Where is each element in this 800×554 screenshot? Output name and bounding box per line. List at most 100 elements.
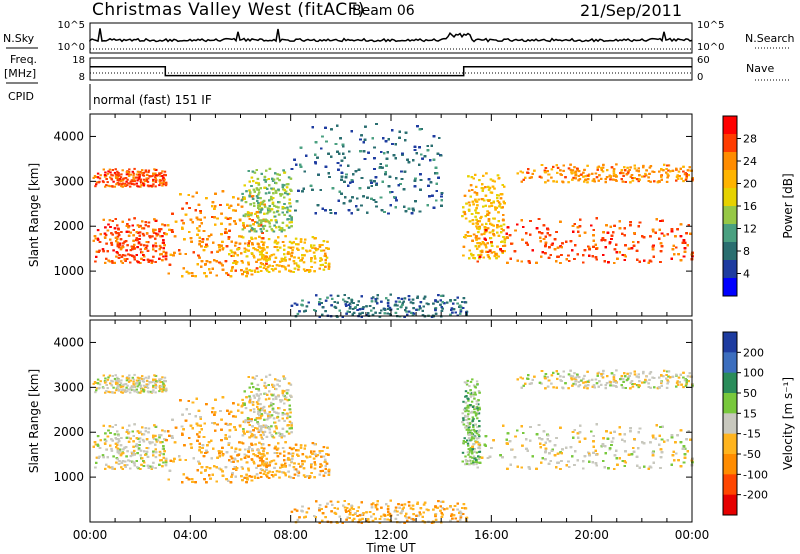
velocity-region: [228, 441, 331, 479]
velocity-colorbar-label: -200: [743, 489, 768, 502]
cpid-label: CPID: [8, 90, 34, 103]
power-colorbar-title: Power [dB]: [781, 173, 795, 238]
power-colorbar-segment: [723, 260, 737, 279]
power-colorbar-segment: [723, 152, 737, 171]
power-colorbar-segment: [723, 170, 737, 189]
velocity-colorbar-label: -100: [743, 468, 768, 481]
nsky-frame: [89, 22, 693, 54]
power-frame: [89, 113, 693, 317]
velocity-colorbar-label: 200: [743, 346, 764, 359]
velocity-colorbar-frame: [722, 331, 738, 516]
power-colorbar-segment: [723, 188, 737, 207]
velocity-colorbar-segment: [723, 332, 737, 353]
power-colorbar-segment: [723, 242, 737, 261]
velocity-colorbar-segment: [723, 494, 737, 516]
nave-tick-bottom: 0: [697, 72, 703, 83]
xtick-label: 04:00: [173, 528, 208, 542]
power-region: [228, 235, 331, 273]
xtick-label: 00:00: [675, 528, 710, 542]
power-colorbar-label: 24: [743, 155, 757, 168]
power-colorbar-label: 12: [743, 223, 757, 236]
power-region: [471, 217, 694, 264]
power-ytick-label: 1000: [53, 264, 84, 278]
xtick-label: 00:00: [73, 528, 108, 542]
velocity-colorbar-segment: [723, 433, 737, 455]
xtick-label: 20:00: [574, 528, 609, 542]
power-colorbar-segment: [723, 206, 737, 225]
power-region: [92, 217, 168, 264]
beam-label: Beam 06: [352, 3, 415, 19]
velocity-region: [290, 499, 469, 524]
freq-unit: [MHz]: [4, 67, 36, 80]
power-ytick-label: 2000: [53, 219, 84, 233]
power-colorbar-label: 8: [743, 245, 750, 258]
power-region: [165, 190, 268, 278]
power-colorbar-segment: [723, 134, 737, 153]
velocity-ytick-label: 3000: [53, 380, 84, 394]
date-label: 21/Sep/2011: [580, 1, 683, 20]
velocity-colorbar-label: 15: [743, 407, 757, 420]
power-region: [92, 167, 168, 188]
nsky-tick-top: 10^5: [58, 20, 85, 31]
velocity-region: [461, 378, 482, 466]
power-colorbar-label: 4: [743, 268, 750, 281]
xtick-label: 08:00: [273, 528, 308, 542]
power-colorbar-segment: [723, 116, 737, 135]
nsky-tick-bottom: 10^0: [58, 42, 85, 53]
velocity-ytick-label: 2000: [53, 425, 84, 439]
power-colorbar-segment: [723, 224, 737, 243]
power-ylabel: Slant Range [km]: [27, 163, 41, 267]
velocity-colorbar-label: 100: [743, 367, 764, 380]
nsearch-tick-top: 10^5: [697, 20, 724, 31]
xtick-label: 12:00: [374, 528, 409, 542]
freq-label: Freq.: [10, 53, 37, 66]
velocity-region: [240, 373, 293, 439]
velocity-panel: [89, 319, 741, 524]
velocity-colorbar-segment: [723, 393, 737, 414]
cpid-value: normal (fast) 151 IF: [93, 93, 212, 107]
power-colorbar-label: 16: [743, 200, 757, 213]
velocity-colorbar-label: -50: [743, 448, 761, 461]
velocity-frame: [89, 319, 693, 523]
velocity-region: [471, 423, 694, 470]
velocity-colorbar-label: 50: [743, 387, 757, 400]
velocity-region: [92, 423, 168, 470]
power-region: [240, 167, 293, 233]
power-panel: [89, 113, 741, 318]
power-region: [461, 172, 507, 260]
power-colorbar-label: 28: [743, 133, 757, 146]
power-region: [290, 123, 444, 215]
freq-tick-top: 18: [72, 55, 85, 66]
power-colorbar-segment: [723, 278, 737, 297]
velocity-colorbar-segment: [723, 454, 737, 475]
nsearch-label: N.Search: [745, 32, 795, 45]
x-axis-title: Time UT: [365, 541, 416, 554]
nave-tick-top: 60: [697, 55, 710, 66]
velocity-ylabel: Slant Range [km]: [27, 369, 41, 473]
velocity-colorbar-segment: [723, 372, 737, 394]
freq-series: [90, 66, 692, 77]
xtick-label: 16:00: [474, 528, 509, 542]
velocity-colorbar-label: -15: [743, 428, 761, 441]
nsky-label: N.Sky: [3, 32, 35, 45]
station-title: Christmas Valley West (fitACF): [92, 0, 366, 20]
power-ytick-label: 3000: [53, 174, 84, 188]
velocity-ytick-label: 4000: [53, 335, 84, 349]
velocity-region: [92, 373, 168, 394]
velocity-colorbar-title: Velocity [m s⁻¹]: [781, 377, 795, 470]
velocity-colorbar-segment: [723, 474, 737, 496]
nsearch-tick-bottom: 10^0: [697, 42, 724, 53]
velocity-colorbar-segment: [723, 352, 737, 374]
velocity-region: [516, 369, 694, 390]
velocity-colorbar-segment: [723, 413, 737, 435]
power-region: [516, 163, 694, 184]
nave-label: Nave: [746, 62, 774, 75]
power-colorbar-label: 20: [743, 178, 757, 191]
freq-frame: [89, 57, 693, 81]
nsky-series: [89, 28, 693, 44]
freq-tick-bottom: 8: [79, 72, 85, 83]
velocity-region: [165, 396, 268, 484]
power-ytick-label: 4000: [53, 129, 84, 143]
